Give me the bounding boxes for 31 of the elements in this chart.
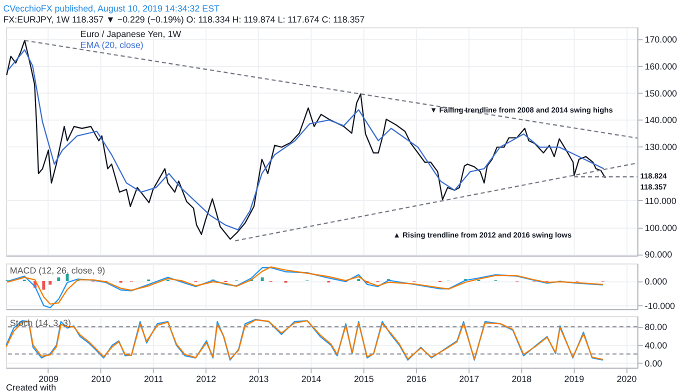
y-tick-label: 90.000	[644, 250, 672, 260]
x-tick-label: 2018	[512, 374, 532, 384]
x-tick-label: 2013	[248, 374, 269, 384]
y-tick-label: 40.00	[644, 340, 668, 350]
text: Created with	[6, 382, 56, 391]
x-tick-label: 2009	[38, 374, 58, 384]
text: EMA (20, close)	[80, 40, 144, 50]
y-tick-label: 150.000	[644, 88, 678, 98]
x-tick-label: 2014	[301, 374, 322, 384]
x-tick-label: 2011	[144, 374, 164, 384]
chart-title: MACD (12, 26, close, 9)	[10, 265, 106, 276]
y-tick-label: 110.000	[644, 196, 676, 206]
x-tick-label: 2016	[406, 374, 426, 384]
x-tick-label: 2017	[459, 374, 480, 384]
y-tick-label: -10.000	[644, 300, 676, 311]
y-tick-label: 130.000	[644, 142, 678, 152]
y-tick-label: 0.000	[644, 276, 668, 286]
y-tick-label: 100.000	[644, 222, 678, 233]
y-tick-label: 160.000	[644, 61, 678, 72]
y-tick-label: 140.000	[644, 115, 678, 126]
chart-subtitle: FX:EURJPY, 1W 118.357 ▼ −0.229 (−0.19%) O: 118.334 H: 119.874 L: 117.674 C: 118.357	[3, 14, 365, 24]
x-tick-label: 2015	[354, 374, 374, 384]
x-tick-label: 2020	[616, 374, 637, 384]
y-tick-label: 170.000	[644, 34, 678, 45]
y-tick-label: 80.00	[644, 322, 668, 332]
x-tick-label: 2012	[196, 374, 216, 384]
text: Euro / Japanese Yen, 1W	[80, 29, 182, 40]
y-tick-label: 0.00	[644, 358, 662, 369]
x-tick-label: 2019	[564, 374, 584, 384]
chart-title: CVecchioFX published, August 10, 2019 14:34:32 EST	[3, 3, 220, 14]
x-tick-label: 2010	[91, 374, 111, 384]
